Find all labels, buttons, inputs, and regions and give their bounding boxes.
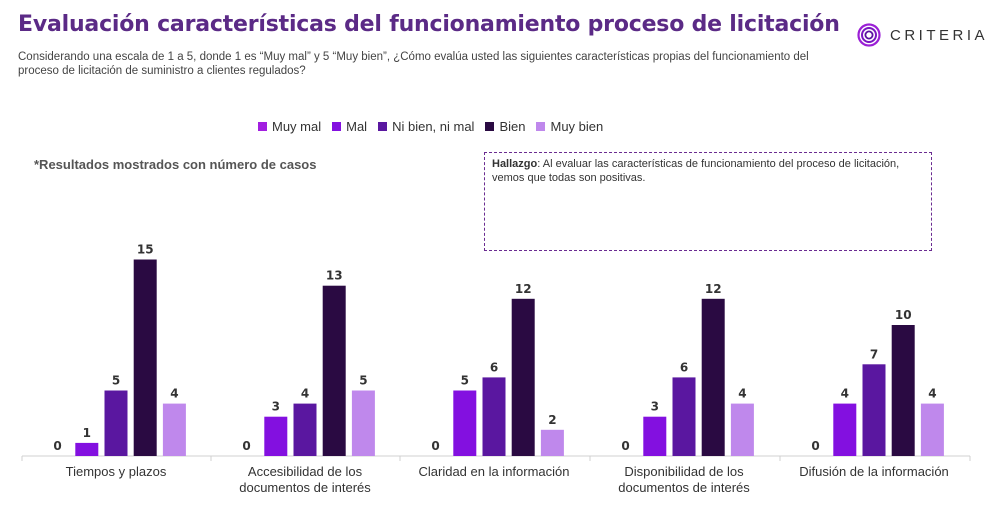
data-label: 4 [738,387,746,401]
bar [453,390,477,456]
data-label: 12 [705,282,722,296]
data-label: 13 [326,269,343,283]
page-subtitle: Considerando una escala de 1 a 5, donde … [18,51,809,77]
criteria-logo: CRITERIA [856,22,988,48]
bar [643,416,667,456]
legend-label: Ni bien, ni mal [392,119,475,134]
bar [540,429,564,456]
legend-item: Ni bien, ni mal [378,119,474,134]
page-title: Evaluación características del funcionam… [18,12,840,37]
bar [511,298,535,456]
bar [133,259,157,456]
legend-item: Muy mal [258,119,321,134]
data-label: 5 [359,374,367,388]
data-label: 1 [83,426,91,440]
finding-text: : Al evaluar las características de func… [492,158,900,184]
data-label: 4 [928,387,936,401]
bar [920,403,944,456]
legend-swatch [536,122,546,131]
category-label: documentos de interés [239,480,371,495]
bar [833,403,857,456]
data-label: 15 [137,243,154,257]
legend-swatch [332,122,342,131]
legend-item: Muy bien [536,119,603,134]
bar [891,325,915,456]
legend-label: Mal [346,119,368,134]
category-label: Disponibilidad de los [624,464,744,479]
chart-legend: Muy mal Mal Ni bien, ni mal Bien Muy bien [258,119,614,134]
bar [104,390,128,456]
bar [482,377,506,456]
data-label: 6 [680,360,688,374]
legend-label: Bien [499,119,526,134]
category-label: Accesibilidad de los [248,464,363,479]
data-label: 0 [242,439,250,453]
data-label: 12 [515,282,532,296]
legend-swatch [258,122,267,131]
legend-item: Mal [332,119,367,134]
category-label: Difusión de la información [799,464,949,479]
data-label: 2 [548,413,556,427]
category-label: documentos de interés [618,480,750,495]
data-label: 7 [870,347,878,361]
category-label: Claridad en la información [418,464,569,479]
results-note: *Resultados mostrados con número de caso… [34,157,317,172]
data-label: 5 [112,374,120,388]
data-label: 4 [170,387,178,401]
bar [862,364,886,456]
data-label: 6 [490,360,498,374]
category-label: Tiempos y plazos [66,464,167,479]
bar [162,403,186,456]
legend-swatch [485,122,495,131]
bar [264,416,288,456]
legend-swatch [378,122,388,131]
legend-item: Bien [485,119,525,134]
data-label: 0 [431,439,439,453]
data-label: 10 [895,308,912,322]
logo-text: CRITERIA [890,26,989,44]
legend-label: Muy mal [272,119,322,134]
data-label: 4 [841,387,849,401]
bar [730,403,754,456]
bar [672,377,696,456]
finding-label: Hallazgo [492,158,538,170]
data-label: 4 [301,387,309,401]
bar [293,403,317,456]
data-label: 0 [53,439,61,453]
bar [75,442,99,456]
data-label: 5 [461,374,469,388]
bar [322,285,346,456]
bar [701,298,725,456]
criteria-ring-icon [857,23,881,47]
data-label: 3 [651,400,659,414]
legend-label: Muy bien [550,119,604,134]
data-label: 0 [621,439,629,453]
data-label: 3 [272,400,280,414]
data-label: 0 [811,439,819,453]
bar [351,390,375,456]
finding-box: Hallazgo: Al evaluar las características… [484,152,932,251]
